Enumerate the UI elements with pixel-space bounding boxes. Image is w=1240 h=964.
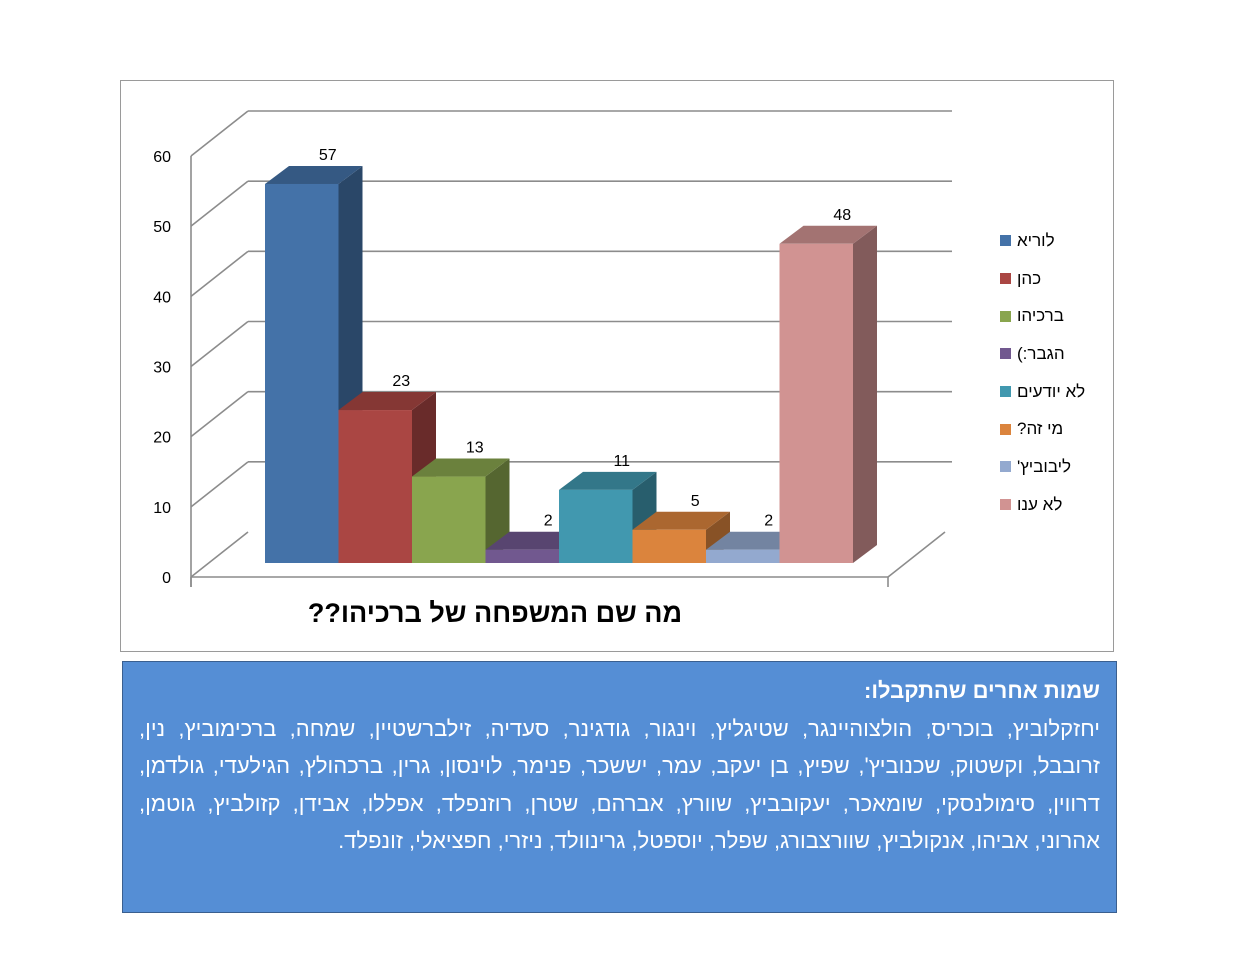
- legend-label: ליבוביץ': [1017, 456, 1072, 476]
- gridline-side: [190, 320, 249, 368]
- bar: [412, 476, 486, 563]
- legend-item: ליבוביץ': [1000, 448, 1110, 486]
- bar: [265, 183, 339, 563]
- legend-label: לוריא: [1017, 230, 1055, 250]
- legend-item: לוריא: [1000, 222, 1110, 260]
- bar-top: [485, 531, 583, 550]
- bar: [706, 549, 780, 563]
- bar: [338, 410, 412, 563]
- legend-label: כהן: [1017, 268, 1042, 288]
- bar-top: [706, 531, 804, 550]
- legend-swatch: [1000, 310, 1011, 322]
- bar-top: [265, 165, 363, 184]
- y-tick-label: 30: [153, 360, 171, 377]
- legend-label: הגבר:): [1017, 343, 1065, 363]
- legend-label: לא יודעים: [1017, 381, 1086, 401]
- y-tick-label: 50: [153, 219, 171, 236]
- y-tick-label: 60: [153, 149, 171, 166]
- data-label: 23: [392, 373, 410, 390]
- other-names-title: שמות אחרים שהתקבלו:: [864, 678, 1100, 703]
- legend-item: הגבר:): [1000, 335, 1110, 373]
- bar-side: [853, 225, 877, 564]
- legend-item: כהן: [1000, 260, 1110, 298]
- legend-item: מי זה?: [1000, 410, 1110, 448]
- data-label: 57: [319, 147, 337, 164]
- gridline-side: [190, 180, 249, 227]
- legend-swatch: [1000, 348, 1011, 360]
- gridline-side: [190, 461, 249, 508]
- floor-right-edge: [887, 531, 946, 578]
- legend-swatch: [1000, 423, 1011, 435]
- bar: [485, 549, 559, 563]
- legend-item: לא יודעים: [1000, 373, 1110, 411]
- legend-swatch: [1000, 235, 1011, 247]
- legend-label: מי זה?: [1017, 419, 1064, 439]
- legend-swatch: [1000, 461, 1011, 473]
- gridline-side: [190, 250, 249, 297]
- bar-top: [559, 471, 657, 490]
- bar: [559, 489, 633, 563]
- gridline-side: [190, 391, 249, 438]
- bar: [779, 243, 853, 564]
- chart-title: מה שם המשפחה של ברכיהו??: [307, 598, 683, 628]
- legend-swatch: [1000, 499, 1011, 511]
- data-label: 2: [544, 513, 553, 530]
- y-tick-label: 10: [153, 500, 171, 517]
- legend-swatch: [1000, 273, 1011, 285]
- data-label: 5: [691, 493, 700, 510]
- gridline-side: [190, 531, 249, 578]
- bar-chart: 0 10 20 30 40 50 60 57 23 13 2 11 5 2 48: [153, 110, 952, 587]
- gridline-side: [190, 110, 249, 157]
- legend-label: לא ענו: [1017, 494, 1063, 514]
- bar-top: [338, 392, 436, 411]
- bar-top: [632, 511, 730, 530]
- data-label: 48: [833, 207, 851, 224]
- other-names-list: יחזקלוביץ, בוכריס, הולצוהיינגר, שטיגליץ,…: [139, 715, 1100, 854]
- legend-swatch: [1000, 386, 1011, 398]
- data-label: 2: [764, 513, 773, 530]
- legend-item: ברכיהו: [1000, 297, 1110, 335]
- y-tick-label: 0: [162, 570, 171, 587]
- chart-legend: לוריא כהן ברכיהו הגבר:) לא יודעים מי זה? ליבוב…: [1000, 222, 1110, 524]
- data-label: 13: [466, 440, 484, 457]
- legend-item: לא ענו: [1000, 486, 1110, 524]
- y-tick-label: 20: [153, 430, 171, 447]
- y-tick-label: 40: [153, 289, 171, 306]
- bar-top: [779, 225, 877, 244]
- legend-label: ברכיהו: [1017, 306, 1064, 326]
- bar-top: [412, 458, 510, 477]
- other-names-box: שמות אחרים שהתקבלו: יחזקלוביץ, בוכריס, ה…: [122, 661, 1117, 913]
- bar: [632, 529, 706, 563]
- data-label: 11: [613, 453, 630, 470]
